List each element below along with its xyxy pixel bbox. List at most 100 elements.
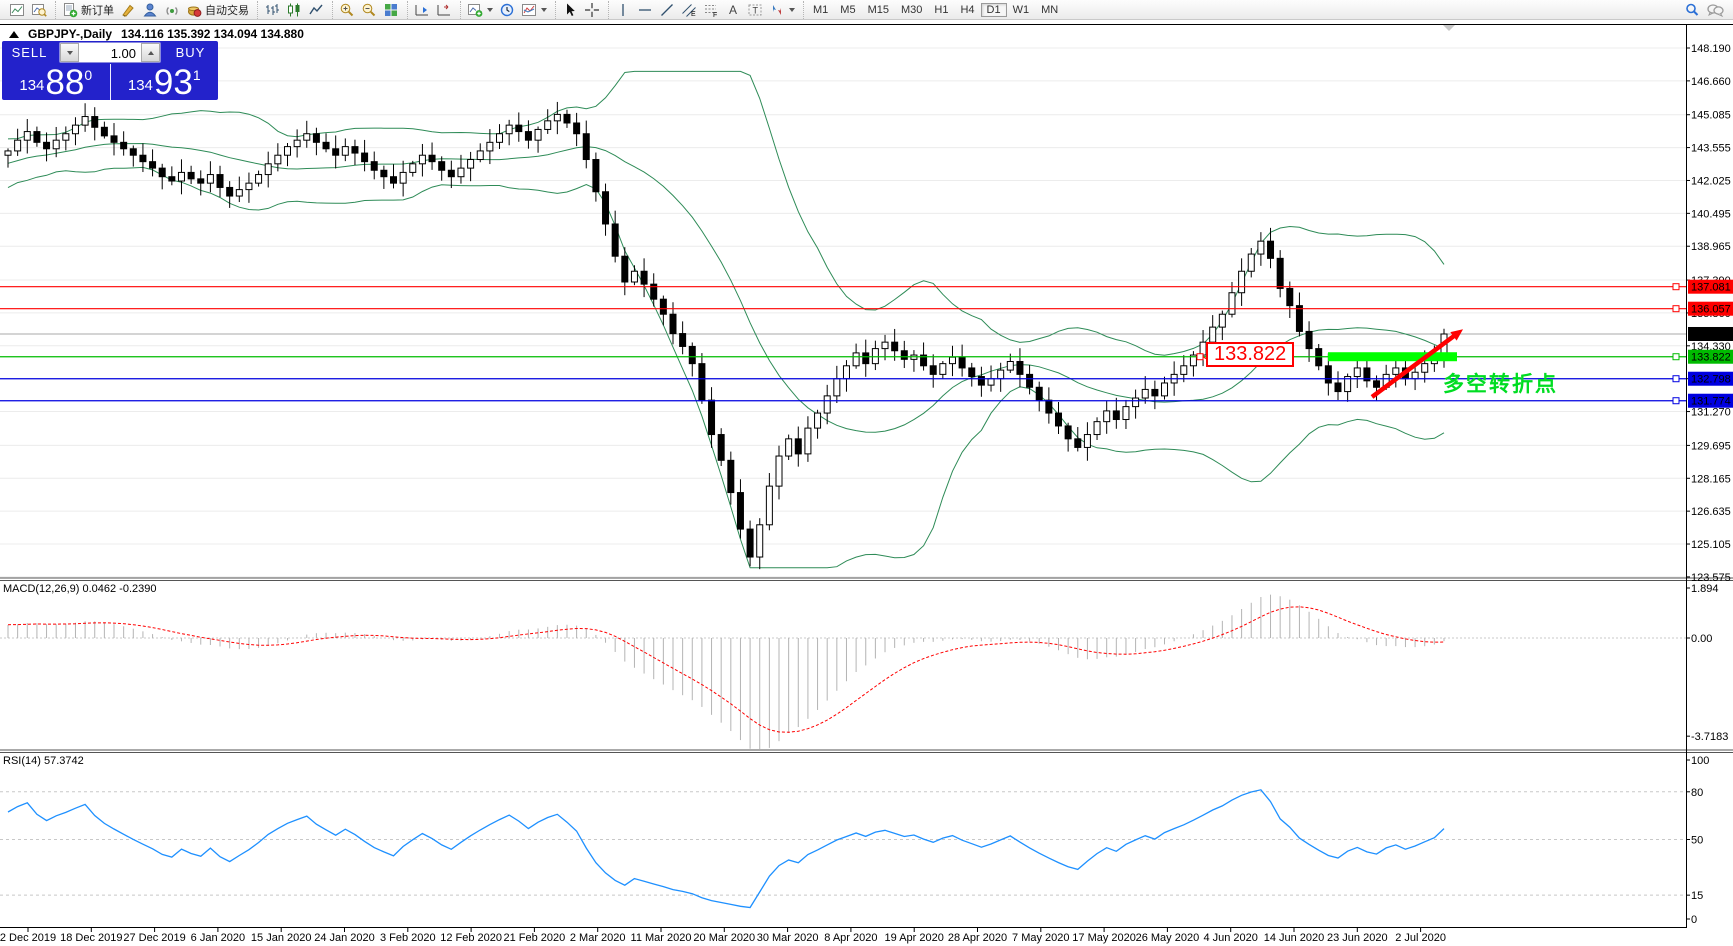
autotrading-label: 自动交易 [205,4,249,17]
line-chart-button[interactable] [305,1,327,19]
time-axis: 2 Dec 2019 18 Dec 2019 27 Dec 2019 6 Jan 20… [0,928,1446,944]
chart-shift-button[interactable] [433,1,455,19]
new-chart-window-button[interactable] [6,1,28,19]
candlesticks [4,101,1448,570]
chart-shift-marker-icon[interactable] [1443,25,1455,31]
fibonacci-button[interactable]: F [700,1,722,19]
timeframe-W1[interactable]: W1 [1012,3,1030,16]
timeframe-H4[interactable]: H4 [960,3,975,16]
zoom-out-button[interactable] [358,1,380,19]
volume-input[interactable]: 1.00 [110,46,136,61]
toolbar-group-objects: E F A T [608,0,801,19]
search-icon [1684,2,1700,18]
toolbar-group-zoom [332,0,405,19]
candlestick-button[interactable] [283,1,305,19]
search-button[interactable] [1681,1,1703,19]
hline-handle[interactable] [1672,283,1680,291]
dropdown-caret-icon [541,7,547,12]
timeframe-D1[interactable]: D1 [980,2,1007,17]
text-label-button[interactable]: T [744,1,766,19]
zoom-in-button[interactable] [336,1,358,19]
toolbar-group-cursor [555,0,606,19]
price-chip [1688,301,1733,316]
price-chip [1688,371,1733,386]
auto-scroll-button[interactable] [411,1,433,19]
text-button[interactable]: A [722,1,744,19]
price-axis: 148.190 146.660 145.085 143.555 142.025 140.4… [1686,43,1733,926]
price-callout-box[interactable]: 133.822 [1206,342,1295,367]
hline-handle[interactable] [1672,375,1680,383]
one-click-trading-panel: SELL 1.00 BUY 134 88 0 134 93 1 [2,41,218,100]
sell-price-figure: 134 [19,77,45,94]
price-chip [1688,326,1733,341]
clock-icon [499,2,515,18]
fibonacci-icon: F [703,2,719,18]
arrows-dropdown[interactable] [766,1,798,19]
toolbar-group-trade: 新订单 自动交易 [55,0,255,19]
metaeditor-button[interactable] [117,1,139,19]
volume-increase-button[interactable] [141,43,160,62]
market-button[interactable] [139,1,161,19]
callout-leader [1202,356,1207,360]
crosshair-button[interactable] [581,1,603,19]
toolbar: 新订单 自动交易 [0,0,1733,20]
price-tick-label: 138.965 [1691,241,1731,253]
toolbar-group-charts [3,1,53,19]
autotrading-button[interactable]: 自动交易 [183,1,252,19]
macd-label: MACD(12,26,9) 0.0462 -0.2390 [3,583,157,595]
horizontal-line-button[interactable] [634,1,656,19]
hline-handle[interactable] [1672,397,1680,405]
support-highlight-bar[interactable] [1328,352,1457,362]
date-tick-label: 7 May 2020 [1012,932,1069,944]
chat-button[interactable] [1703,1,1727,19]
rsi-line [7,789,1445,909]
new-order-button[interactable]: 新订单 [59,1,117,19]
chat-icon [1706,2,1724,18]
main-pane [0,47,1686,578]
tile-windows-button[interactable] [380,1,402,19]
volume-decrease-button[interactable] [60,43,79,62]
sell-price[interactable]: 134 88 0 [2,64,110,100]
clock-button[interactable] [496,1,518,19]
channel-button[interactable]: E [678,1,700,19]
callout-anchor [1196,353,1204,361]
signals-icon [164,2,180,18]
price-tick-label: 126.635 [1691,506,1731,518]
sell-button[interactable]: SELL [11,45,48,60]
date-tick-label: 21 Feb 2020 [504,932,566,944]
zoom-out-icon [361,2,377,18]
timeframe-M1[interactable]: M1 [813,3,829,16]
timeframe-M30[interactable]: M30 [900,3,923,16]
price-chip [1688,393,1733,408]
signals-button[interactable] [161,1,183,19]
timeframe-MN[interactable]: MN [1041,3,1059,16]
trendline-button[interactable] [656,1,678,19]
buy-price-pips: 93 [153,63,193,103]
hline-handle[interactable] [1672,305,1680,313]
date-tick-label: 4 Jun 2020 [1203,932,1257,944]
profiles-button[interactable] [28,1,50,19]
annotation-text[interactable]: 多空转折点 [1443,373,1558,396]
buy-price[interactable]: 134 93 1 [109,63,219,103]
line-chart-icon [308,2,324,18]
date-tick-label: 2 Jul 2020 [1395,932,1446,944]
buy-button[interactable]: BUY [175,45,206,60]
bar-chart-button[interactable] [261,1,283,19]
add-chart-dropdown[interactable] [464,1,496,19]
vertical-line-button[interactable] [612,1,634,19]
timeframe-H1[interactable]: H1 [934,3,949,16]
date-tick-label: 20 Mar 2020 [693,932,755,944]
rsi-tick-label: 0 [1691,914,1697,926]
timeframe-M15[interactable]: M15 [867,3,889,16]
svg-text:E: E [691,11,696,18]
trend-arrow[interactable] [1370,332,1458,399]
arrows-tool-icon [769,2,785,18]
timeframe-M5[interactable]: M5 [840,3,856,16]
price-chip [1688,349,1733,364]
hline-handle[interactable] [1672,353,1680,361]
macd-pane [0,594,1686,749]
date-tick-label: 17 May 2020 [1072,932,1136,944]
indicators-dropdown[interactable] [518,1,550,19]
cursor-button[interactable] [559,1,581,19]
